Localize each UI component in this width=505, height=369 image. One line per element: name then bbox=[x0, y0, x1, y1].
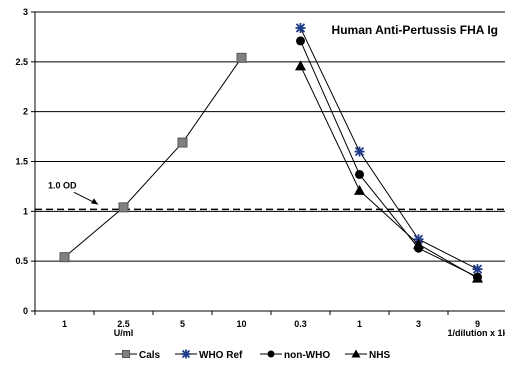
y-tick-label: 1 bbox=[23, 206, 28, 216]
data-point bbox=[181, 349, 191, 359]
x-tick-label: 2.5 bbox=[117, 319, 130, 329]
legend-item: Cals bbox=[115, 350, 161, 361]
x-tick-label: 5 bbox=[180, 319, 185, 329]
x-tick-label: 1 bbox=[62, 319, 67, 329]
y-tick-label: 0.5 bbox=[15, 256, 28, 266]
grid-lines bbox=[35, 11, 505, 262]
x-tick-label: 0.3 bbox=[294, 319, 307, 329]
data-point bbox=[59, 252, 70, 263]
legend-item: WHO Ref bbox=[175, 349, 243, 361]
y-tick-label: 3 bbox=[23, 7, 28, 17]
data-point bbox=[267, 350, 275, 358]
legend-item: non-WHO bbox=[260, 350, 330, 361]
y-tick-label: 2.5 bbox=[15, 57, 28, 67]
series-line bbox=[300, 65, 478, 279]
legend: Cals WHO Ref non-WHO NHS bbox=[115, 349, 390, 361]
data-point bbox=[118, 202, 129, 213]
legend-label: non-WHO bbox=[284, 350, 330, 361]
x-tick-label: 10 bbox=[236, 319, 246, 329]
x-tick-label: 9 bbox=[475, 319, 480, 329]
data-point bbox=[177, 137, 188, 148]
series-line bbox=[300, 40, 478, 278]
legend-label: Cals bbox=[139, 350, 161, 361]
series-who-ref bbox=[295, 22, 483, 275]
x-tick-labels: 1 2.5U/ml 5 10 0.3 1 3 91/dilution x 1k bbox=[62, 319, 505, 338]
y-tick-labels: 0 0.5 1 1.5 2 2.5 3 bbox=[15, 7, 28, 316]
axes bbox=[31, 11, 505, 315]
y-tick-label: 0 bbox=[23, 306, 28, 316]
data-point bbox=[355, 169, 364, 179]
y-tick-label: 1.5 bbox=[15, 157, 28, 167]
data-point bbox=[472, 264, 483, 275]
x-sublabel: U/ml bbox=[114, 328, 134, 338]
reference-line-label: 1.0 OD bbox=[48, 180, 77, 190]
legend-label: WHO Ref bbox=[199, 350, 243, 361]
data-point bbox=[354, 184, 365, 195]
series-line bbox=[64, 57, 242, 258]
data-point bbox=[122, 350, 130, 358]
y-tick-label: 2 bbox=[23, 107, 28, 117]
data-point bbox=[413, 238, 424, 249]
legend-label: NHS bbox=[369, 350, 390, 361]
series-cals bbox=[59, 52, 247, 263]
x-sublabel: 1/dilution x 1k bbox=[447, 328, 505, 338]
data-point bbox=[236, 52, 247, 63]
data-point bbox=[354, 146, 365, 157]
data-point bbox=[296, 36, 305, 46]
series-non-who bbox=[296, 36, 482, 282]
data-point bbox=[472, 272, 483, 283]
x-tick-label: 3 bbox=[416, 319, 421, 329]
data-point bbox=[351, 349, 361, 358]
reference-arrow-head bbox=[91, 198, 98, 205]
series-line bbox=[300, 27, 478, 270]
data-point bbox=[295, 60, 306, 71]
reference-line: 1.0 OD bbox=[35, 180, 505, 211]
legend-item: NHS bbox=[345, 349, 390, 361]
series-nhs bbox=[295, 60, 483, 283]
series-group bbox=[59, 22, 483, 283]
x-tick-label: 1 bbox=[357, 319, 362, 329]
data-point bbox=[295, 22, 306, 33]
chart-title: Human Anti-Pertussis FHA Ig bbox=[332, 23, 498, 37]
